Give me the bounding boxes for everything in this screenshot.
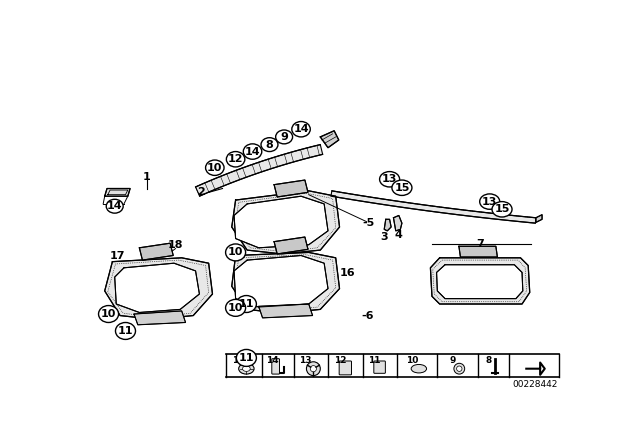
Ellipse shape <box>380 172 399 187</box>
Text: 3: 3 <box>380 232 388 242</box>
Text: 17: 17 <box>110 250 125 260</box>
Polygon shape <box>196 145 323 196</box>
Text: 8: 8 <box>266 140 273 150</box>
Polygon shape <box>232 191 340 254</box>
Ellipse shape <box>106 199 123 213</box>
Text: 15: 15 <box>494 204 509 214</box>
Polygon shape <box>105 258 212 319</box>
Ellipse shape <box>411 365 427 373</box>
Text: 14: 14 <box>266 356 279 366</box>
Polygon shape <box>431 258 530 304</box>
Ellipse shape <box>239 363 254 374</box>
Text: 2: 2 <box>197 187 205 198</box>
Text: -6: -6 <box>362 310 374 321</box>
Polygon shape <box>274 180 308 197</box>
Text: -5: -5 <box>362 218 374 228</box>
Polygon shape <box>115 263 200 313</box>
Text: 8: 8 <box>485 356 492 366</box>
Polygon shape <box>234 196 328 248</box>
Polygon shape <box>536 215 542 222</box>
Circle shape <box>310 366 316 372</box>
Ellipse shape <box>492 202 512 217</box>
Text: 10: 10 <box>406 356 418 366</box>
Polygon shape <box>134 311 186 325</box>
Text: 10: 10 <box>228 303 243 313</box>
FancyBboxPatch shape <box>339 361 351 375</box>
Text: 11: 11 <box>239 299 254 309</box>
Ellipse shape <box>276 130 292 144</box>
Text: 12: 12 <box>333 356 346 366</box>
Ellipse shape <box>225 244 246 261</box>
Text: 7: 7 <box>477 239 484 249</box>
Polygon shape <box>140 243 173 260</box>
Text: 9: 9 <box>449 356 456 366</box>
Text: 00228442: 00228442 <box>512 380 557 389</box>
Text: 16: 16 <box>339 268 355 278</box>
Polygon shape <box>436 265 523 299</box>
Polygon shape <box>320 131 339 148</box>
Text: 10: 10 <box>207 163 223 173</box>
Polygon shape <box>232 252 340 313</box>
Polygon shape <box>259 304 312 318</box>
Ellipse shape <box>205 160 224 176</box>
Ellipse shape <box>236 349 257 366</box>
Text: 13: 13 <box>382 174 397 184</box>
Text: 14: 14 <box>107 201 122 211</box>
Text: 13: 13 <box>482 197 497 207</box>
Text: 10: 10 <box>101 309 116 319</box>
Polygon shape <box>234 255 328 307</box>
Text: 4: 4 <box>395 230 403 240</box>
Ellipse shape <box>454 363 465 374</box>
Ellipse shape <box>99 306 118 323</box>
Polygon shape <box>105 189 130 196</box>
Polygon shape <box>459 246 497 257</box>
Text: 15: 15 <box>394 183 410 193</box>
Ellipse shape <box>292 121 310 137</box>
Text: 11: 11 <box>239 353 254 363</box>
Ellipse shape <box>480 194 500 209</box>
Ellipse shape <box>115 323 136 340</box>
Polygon shape <box>274 237 308 254</box>
Text: 13: 13 <box>300 356 312 366</box>
Ellipse shape <box>225 299 246 316</box>
Text: 1: 1 <box>143 172 151 182</box>
Ellipse shape <box>243 144 262 159</box>
Text: 11: 11 <box>369 356 381 366</box>
FancyBboxPatch shape <box>374 361 385 373</box>
Polygon shape <box>384 220 391 231</box>
Text: 15: 15 <box>232 356 245 366</box>
Circle shape <box>307 362 320 375</box>
Ellipse shape <box>227 151 245 167</box>
Ellipse shape <box>456 366 462 371</box>
Text: 9: 9 <box>280 132 288 142</box>
Text: 14: 14 <box>293 124 309 134</box>
FancyBboxPatch shape <box>272 359 280 374</box>
Text: 11: 11 <box>118 326 133 336</box>
Ellipse shape <box>392 180 412 195</box>
Text: 10: 10 <box>228 247 243 258</box>
Polygon shape <box>331 191 536 223</box>
Text: 14: 14 <box>244 146 260 156</box>
Ellipse shape <box>236 296 257 313</box>
Ellipse shape <box>243 366 250 371</box>
Polygon shape <box>394 215 402 231</box>
Text: 18: 18 <box>168 240 183 250</box>
Text: 12: 12 <box>228 154 243 164</box>
Ellipse shape <box>261 138 278 151</box>
